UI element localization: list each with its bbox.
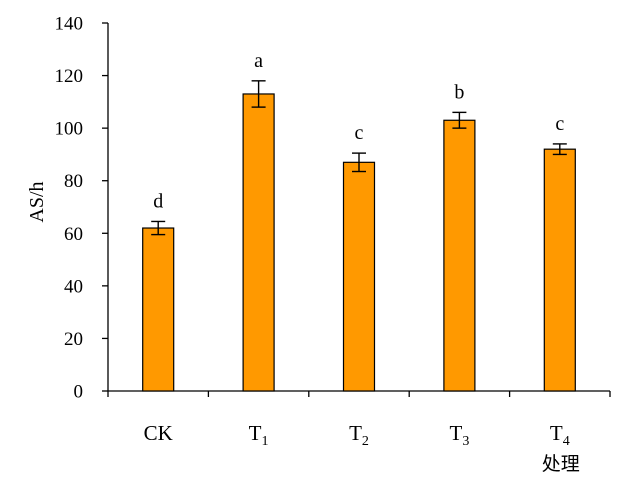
bar-2 bbox=[342, 161, 376, 392]
x-axis bbox=[107, 390, 611, 397]
significance-label-1: a bbox=[254, 50, 263, 72]
y-axis: 0 20 40 60 80 100 120 140 bbox=[55, 14, 109, 403]
labels: d CK a T1 c T2 b T3 c T4 bbox=[144, 50, 570, 449]
x-axis-title: 处理 bbox=[542, 453, 580, 475]
bars bbox=[142, 80, 576, 392]
y-tick-label-0: 0 bbox=[74, 382, 84, 403]
bar-3 bbox=[443, 119, 476, 392]
y-tick-label-120: 120 bbox=[55, 66, 84, 87]
y-axis-title: AS/h bbox=[26, 181, 48, 222]
y-tick-label-60: 60 bbox=[64, 224, 83, 245]
y-tick-label-100: 100 bbox=[55, 119, 84, 140]
y-tick-label-140: 140 bbox=[55, 14, 84, 35]
y-tick-label-20: 20 bbox=[64, 329, 83, 350]
x-tick-label-1: T1 bbox=[249, 421, 269, 449]
significance-label-4: c bbox=[555, 113, 564, 135]
significance-label-2: c bbox=[355, 122, 364, 144]
x-tick-label-3: T3 bbox=[449, 421, 469, 449]
bar-4 bbox=[543, 148, 576, 392]
x-tick-label-0: CK bbox=[144, 421, 173, 445]
bar-0 bbox=[142, 227, 175, 392]
y-tick-label-40: 40 bbox=[64, 276, 83, 297]
bar-1 bbox=[242, 93, 275, 392]
x-tick-label-2: T2 bbox=[349, 421, 369, 449]
significance-label-0: d bbox=[153, 190, 163, 212]
significance-label-3: b bbox=[454, 81, 464, 103]
x-tick-label-4: T4 bbox=[550, 421, 570, 449]
y-tick-label-80: 80 bbox=[64, 171, 83, 192]
